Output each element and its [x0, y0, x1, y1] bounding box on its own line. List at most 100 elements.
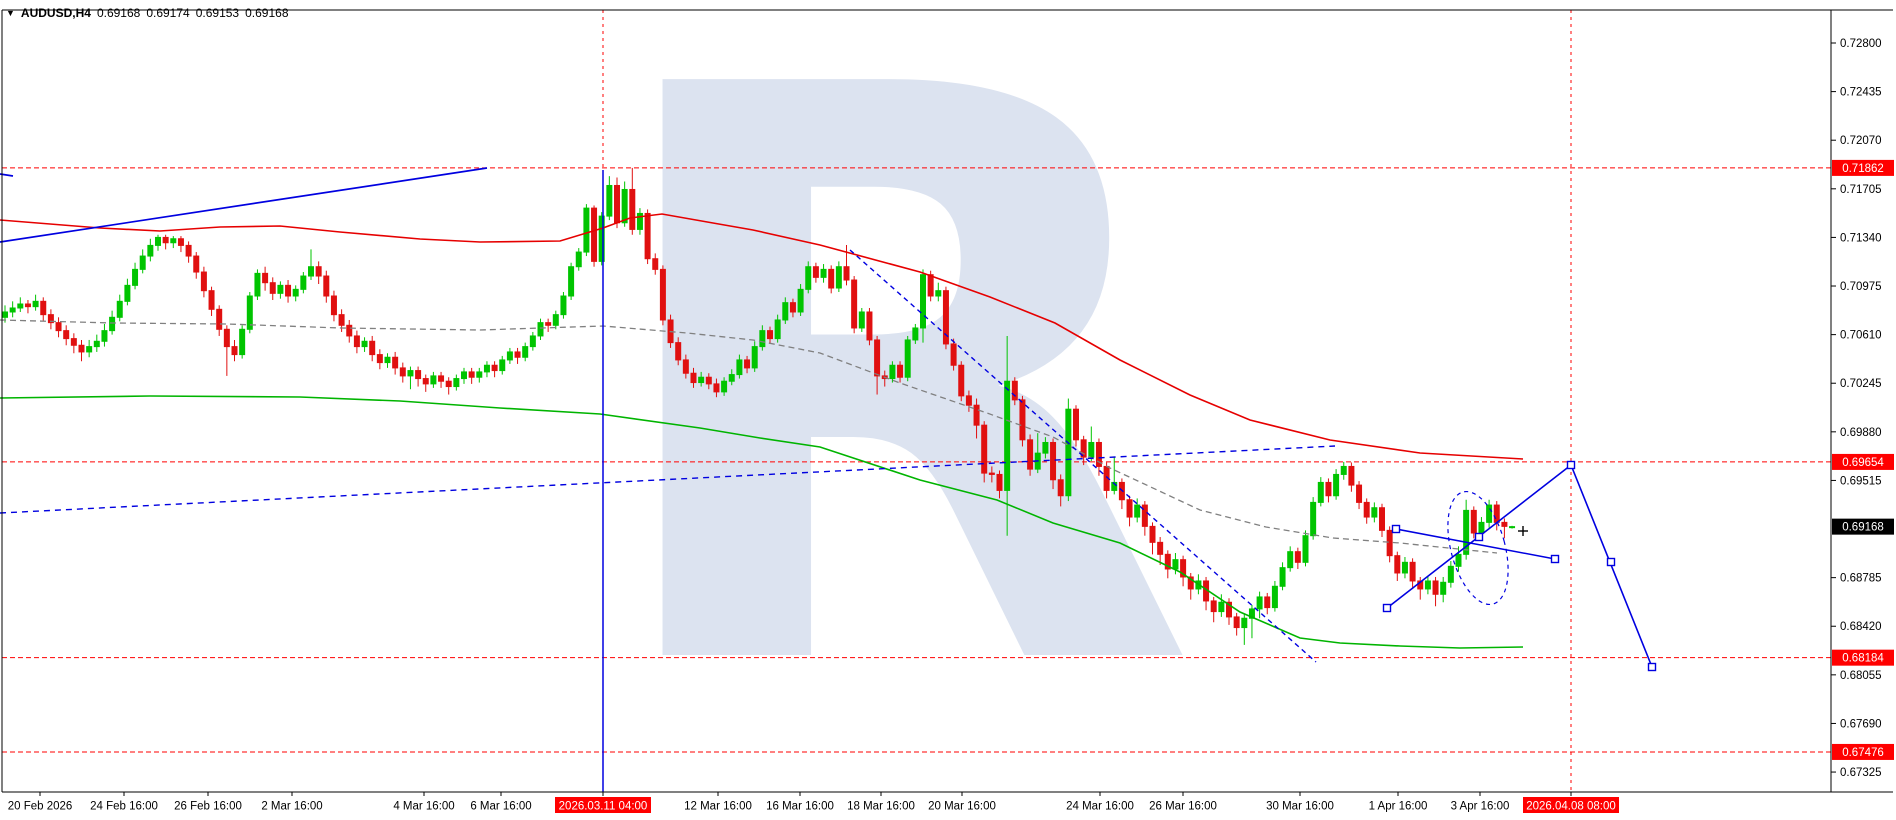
- time-tick-label: 24 Mar 16:00: [1066, 801, 1134, 813]
- candle-bear: [1126, 499, 1133, 518]
- time-tick-label: 12 Mar 16:00: [684, 801, 752, 813]
- candle-bear: [1379, 507, 1385, 531]
- candle-bear: [767, 330, 773, 340]
- candle-bull: [361, 340, 368, 348]
- candle-bear: [950, 343, 957, 366]
- price-tick-label: 0.68055: [1840, 670, 1882, 682]
- candle-bull: [32, 300, 39, 308]
- candle-bear: [285, 284, 292, 297]
- price-level-badge-bg: [1832, 649, 1894, 666]
- candle-bear: [789, 302, 796, 313]
- candle-bull: [1241, 617, 1248, 629]
- candle-bull: [17, 303, 24, 309]
- candle-bull: [774, 319, 781, 340]
- watermark-letter: R: [590, 0, 1198, 820]
- annotation-ellipse[interactable]: [1437, 485, 1519, 611]
- price-tick-label: 0.72070: [1840, 135, 1882, 147]
- symbol-dropdown-icon[interactable]: ▼: [6, 8, 15, 18]
- time-tick-label: 2 Mar 16:00: [261, 801, 322, 813]
- time-tick-label: 18 Mar 16:00: [847, 801, 915, 813]
- candle-bull: [1447, 565, 1454, 583]
- candle-bear: [1164, 553, 1171, 570]
- price-tick-label: 0.68785: [1840, 573, 1882, 585]
- candle-bear: [713, 383, 720, 393]
- candle-bear: [545, 322, 552, 326]
- candle-bull: [1172, 559, 1179, 570]
- trendline-anchor-handle[interactable]: [1391, 524, 1401, 534]
- candle-bull: [1424, 580, 1431, 590]
- candle-bull: [1371, 507, 1378, 518]
- trendline-dashed-flat[interactable]: [0, 445, 1336, 514]
- trendline-anchor-handle[interactable]: [1474, 532, 1484, 542]
- price-tick-label: 0.69880: [1840, 427, 1882, 439]
- candle-bear: [1157, 541, 1164, 555]
- candle-bear: [965, 395, 972, 406]
- candle-bear: [1180, 559, 1187, 578]
- trendline-minor[interactable]: [1395, 528, 1556, 560]
- candle-bear: [468, 371, 475, 378]
- candle-bear: [1501, 521, 1508, 527]
- crosshair-marker: [1518, 526, 1528, 536]
- candle-bear: [200, 271, 207, 292]
- candle-bear: [63, 330, 70, 340]
- candle-bull: [904, 339, 911, 378]
- candle-bull: [621, 188, 628, 224]
- trendline-anchor-handle[interactable]: [1382, 603, 1392, 613]
- candle-bear: [988, 472, 995, 475]
- candle-bull: [506, 351, 513, 361]
- candle-bear: [24, 303, 31, 308]
- candle-bull: [889, 364, 896, 380]
- price-tick-label: 0.70610: [1840, 330, 1882, 342]
- candle-bear: [392, 356, 399, 369]
- candle-bull: [116, 300, 123, 318]
- trendline-anchor-handle[interactable]: [1566, 460, 1576, 470]
- trendline-anchor-handle[interactable]: [1606, 557, 1616, 567]
- candle-bear: [682, 359, 689, 374]
- price-tick-label: 0.69515: [1840, 475, 1882, 487]
- candle-bear: [996, 473, 1003, 491]
- candle-bull: [1042, 441, 1049, 454]
- candle-bull: [835, 266, 842, 289]
- candle-bull: [721, 380, 728, 393]
- candle-bear: [1095, 441, 1102, 467]
- current-price-badge: 0.69168: [1832, 518, 1894, 535]
- candle-bull: [407, 370, 414, 377]
- candle-bull: [170, 238, 177, 244]
- price-tick-label: 0.72435: [1840, 87, 1882, 99]
- candle-bull: [912, 327, 919, 341]
- trendline-ascending[interactable]: [0, 167, 488, 243]
- candle-bear: [78, 344, 85, 353]
- price-level-badge-bg: [1832, 743, 1894, 760]
- candle-bull: [1111, 481, 1118, 491]
- price-level-badge: 0.68184: [1832, 649, 1894, 666]
- candle-bull: [606, 184, 613, 217]
- trendline-anchor-handle[interactable]: [1647, 662, 1657, 672]
- candle-bull: [9, 307, 16, 313]
- candle-bear: [47, 314, 54, 324]
- candle-bear: [1325, 481, 1332, 497]
- candle-bull: [1218, 601, 1225, 613]
- trendline-anchor-handle[interactable]: [1550, 554, 1560, 564]
- candle-bear: [514, 351, 521, 358]
- price-tick-label: 0.71340: [1840, 232, 1882, 244]
- candle-bull: [568, 266, 575, 297]
- candle-bear: [422, 378, 429, 385]
- symbol-timeframe-label: AUDUSD,H4: [20, 6, 91, 20]
- candle-bull: [522, 346, 529, 358]
- candle-bull: [1340, 465, 1347, 475]
- current-price-badge-text: 0.69168: [1842, 522, 1884, 534]
- trendline-dashed-steep[interactable]: [849, 249, 1317, 663]
- candle-bull: [598, 215, 605, 262]
- candle-bull: [529, 335, 536, 348]
- time-badge-bg: [555, 797, 651, 813]
- candle-bear: [1027, 439, 1034, 470]
- candle-bull: [453, 378, 460, 388]
- candle-bear: [193, 255, 200, 273]
- candle-bear: [330, 295, 337, 316]
- candle-bull: [1317, 481, 1324, 503]
- candle-bear: [415, 370, 422, 380]
- candle-bull: [139, 255, 146, 270]
- time-tick-label: 26 Mar 16:00: [1149, 801, 1217, 813]
- candle-bear: [223, 328, 230, 348]
